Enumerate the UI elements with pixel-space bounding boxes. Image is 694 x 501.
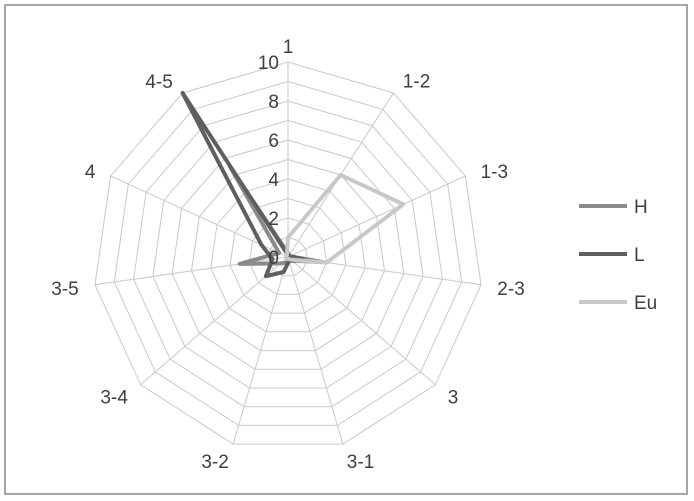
axis-spoke [232,256,289,445]
category-label: 3-5 [51,279,78,300]
series-line-l [180,91,306,279]
category-label: 1-3 [481,162,508,183]
category-label: 4 [85,162,96,183]
tick-label: 10 [258,53,279,74]
series-line-eu [284,173,406,265]
category-label: 1 [283,37,294,58]
grid-ring [171,139,405,370]
category-label: 1-2 [403,72,430,93]
tick-label: 0 [268,248,279,269]
grid-ring [113,80,463,426]
grid-ring [268,236,308,277]
tick-label: 4 [268,170,279,191]
legend-label-l: L [634,245,645,266]
tick-label: 6 [268,131,279,152]
tick-label: 2 [268,209,279,230]
grid-ring [133,100,443,408]
grid-ring [248,217,328,295]
grid-ring [190,158,386,352]
grid-ring [152,119,424,389]
radial-ticks: 0 2 4 6 8 10 [258,53,280,269]
legend-label-h: H [634,197,648,218]
series-layer [180,91,406,279]
axis-spoke [94,256,289,286]
axis-spoke [140,256,289,386]
axis-spoke [287,256,344,445]
category-label: 2-3 [497,279,524,300]
category-label: 3 [448,387,459,408]
grid-ring [229,197,347,314]
tick-label: 8 [268,92,279,113]
legend-label-eu: Eu [634,293,657,314]
legend: H L Eu [579,197,657,314]
category-label: 3-4 [100,387,128,408]
category-label: 3-1 [347,452,374,473]
axis-spoke [287,175,466,258]
category-label: 3-2 [201,452,228,473]
category-labels: 1 1-2 1-3 2-3 3 3-1 3-2 3-4 3-5 4 4-5 [51,37,525,473]
grid-ring [210,178,366,333]
axis-spoke [110,175,289,258]
grid-ring [94,61,482,445]
category-label: 4-5 [145,72,172,93]
axis-spoke [287,256,436,386]
